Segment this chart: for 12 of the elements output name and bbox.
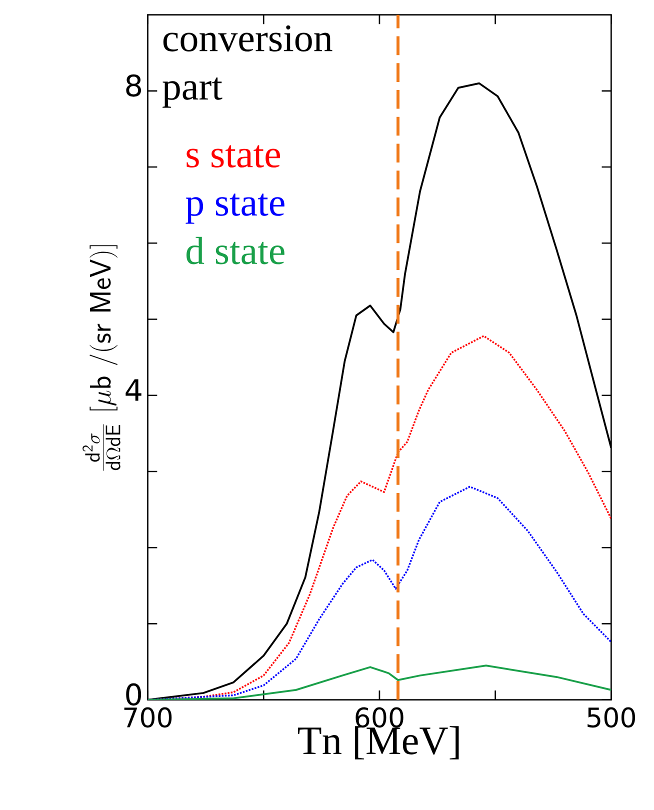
text: s state (186, 145, 280, 168)
annotation: conversion part (162, 25, 332, 108)
text: p state (186, 194, 284, 224)
y-axis-title: $\frac{\mathsf{d^{2}}\sigma}{\mathsf{d}\Omega\mathsf{dE}}\ \mathsf{[\mu b\ /(sr\ MeV)]}$ (82, 245, 120, 471)
x-tick-label: 700 (124, 707, 172, 728)
text: d state (186, 236, 284, 264)
y-tick-label: 0 (126, 683, 141, 706)
y-tick-label: 4 (126, 379, 142, 401)
y-tick-label: 8 (126, 74, 141, 97)
x-tick-label: 500 (588, 707, 635, 728)
x-tick-label: 600 (356, 707, 404, 728)
x-axis-title: Tn [MeV] (298, 726, 459, 760)
